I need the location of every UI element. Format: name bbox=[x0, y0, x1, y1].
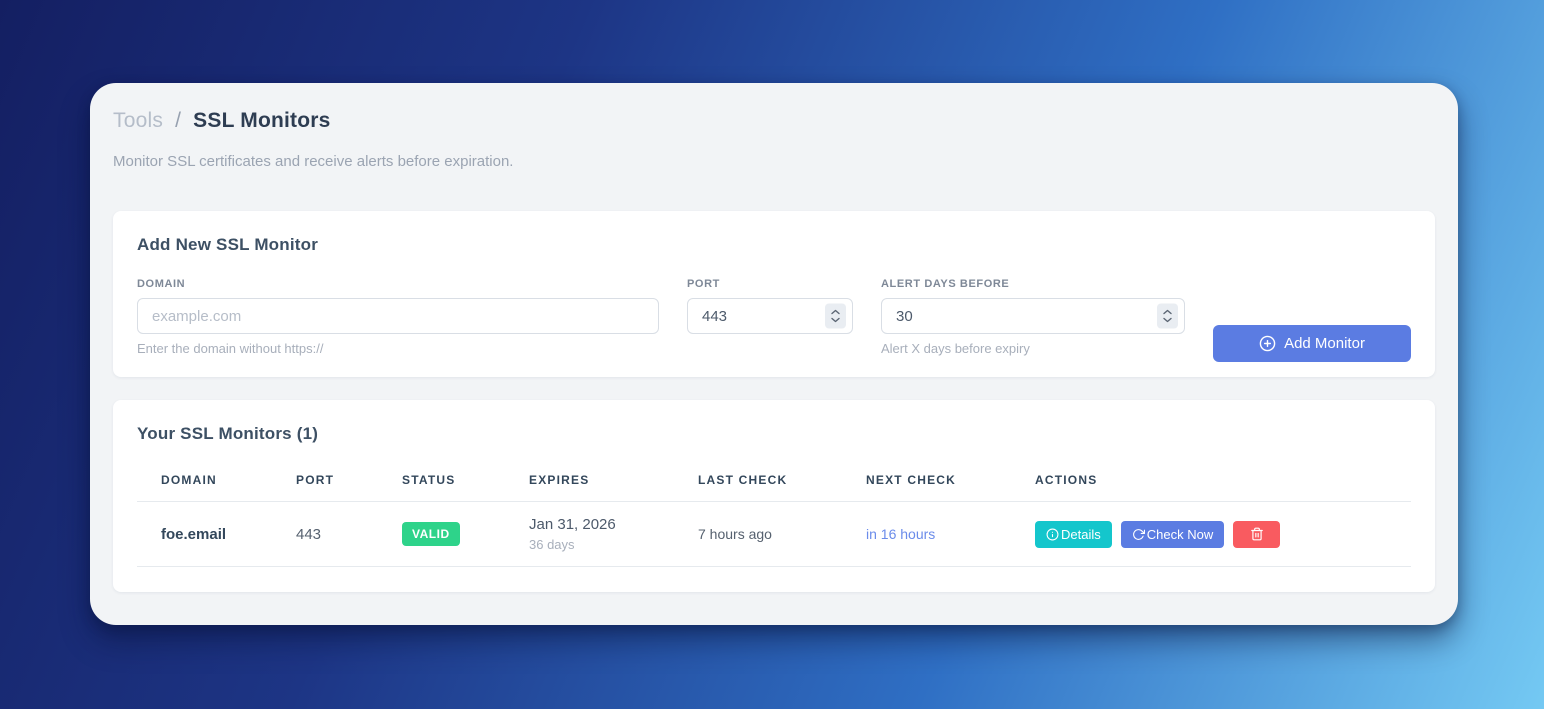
column-header-port: PORT bbox=[280, 465, 386, 502]
monitor-expires-cell: Jan 31, 2026 36 days bbox=[513, 501, 682, 567]
column-header-expires: EXPIRES bbox=[513, 465, 682, 502]
alert-days-label: ALERT DAYS BEFORE bbox=[881, 278, 1010, 290]
alert-days-number-stepper[interactable] bbox=[1157, 303, 1178, 329]
monitor-actions-cell: Details Check Now bbox=[1019, 501, 1411, 567]
port-number-stepper[interactable] bbox=[825, 303, 846, 329]
monitors-panel-title: Your SSL Monitors (1) bbox=[137, 424, 319, 443]
monitor-last-check-cell: 7 hours ago bbox=[682, 501, 850, 567]
monitor-next-check-cell: in 16 hours bbox=[850, 501, 1019, 567]
details-button-label: Details bbox=[1061, 526, 1101, 542]
breadcrumb-separator: / bbox=[175, 109, 182, 132]
add-monitor-panel-title: Add New SSL Monitor bbox=[137, 235, 319, 254]
column-header-status: STATUS bbox=[386, 465, 513, 502]
alert-days-helper-text: Alert X days before expiry bbox=[881, 341, 1030, 356]
monitors-table: DOMAIN PORT STATUS EXPIRES LAST CHECK NE… bbox=[137, 465, 1411, 567]
delete-monitor-button[interactable] bbox=[1233, 520, 1281, 548]
port-field-group: PORT bbox=[687, 278, 853, 334]
trash-icon bbox=[1250, 527, 1263, 541]
chevron-down-icon[interactable] bbox=[831, 317, 840, 323]
check-now-button[interactable]: Check Now bbox=[1120, 520, 1225, 548]
monitor-domain-cell: foe.email bbox=[137, 501, 280, 567]
add-monitor-button[interactable]: Add Monitor bbox=[1213, 325, 1411, 362]
chevron-down-icon[interactable] bbox=[1163, 317, 1172, 323]
monitors-panel: Your SSL Monitors (1) DOMAIN PORT STATUS… bbox=[113, 400, 1435, 592]
domain-label: DOMAIN bbox=[137, 278, 186, 290]
status-badge-valid: VALID bbox=[402, 522, 460, 546]
plus-circle-icon bbox=[1259, 335, 1276, 352]
column-header-last-check: LAST CHECK bbox=[682, 465, 850, 502]
breadcrumb-tools-link[interactable]: Tools bbox=[113, 109, 164, 132]
refresh-icon bbox=[1132, 528, 1145, 540]
table-header-row: DOMAIN PORT STATUS EXPIRES LAST CHECK NE… bbox=[137, 465, 1411, 502]
port-label: PORT bbox=[687, 278, 720, 290]
add-monitor-button-label: Add Monitor bbox=[1284, 335, 1365, 352]
breadcrumb: Tools / SSL Monitors bbox=[113, 109, 1435, 133]
expires-date: Jan 31, 2026 bbox=[529, 516, 616, 533]
main-card: Tools / SSL Monitors Monitor SSL certifi… bbox=[90, 83, 1458, 625]
page-subtitle: Monitor SSL certificates and receive ale… bbox=[113, 153, 514, 170]
details-button[interactable]: Details bbox=[1035, 520, 1112, 548]
add-monitor-form: DOMAIN Enter the domain without https://… bbox=[137, 278, 1411, 362]
chevron-up-icon[interactable] bbox=[831, 309, 840, 315]
monitor-port-cell: 443 bbox=[280, 501, 386, 567]
expires-days-remaining: 36 days bbox=[529, 537, 575, 552]
add-monitor-panel: Add New SSL Monitor DOMAIN Enter the dom… bbox=[113, 211, 1435, 377]
info-icon bbox=[1046, 528, 1059, 540]
column-header-next-check: NEXT CHECK bbox=[850, 465, 1019, 502]
page-title: SSL Monitors bbox=[193, 109, 331, 132]
domain-input[interactable] bbox=[137, 298, 659, 334]
column-header-domain: DOMAIN bbox=[137, 465, 280, 502]
alert-days-input[interactable] bbox=[881, 298, 1185, 334]
domain-helper-text: Enter the domain without https:// bbox=[137, 341, 324, 356]
chevron-up-icon[interactable] bbox=[1163, 309, 1172, 315]
alert-days-field-group: ALERT DAYS BEFORE Alert X days before ex… bbox=[881, 278, 1185, 356]
monitor-table-row: foe.email 443 VALID Jan 31, 2026 36 days… bbox=[137, 501, 1411, 567]
check-now-button-label: Check Now bbox=[1146, 526, 1214, 542]
domain-field-group: DOMAIN Enter the domain without https:// bbox=[137, 278, 659, 356]
column-header-actions: ACTIONS bbox=[1019, 465, 1411, 502]
monitor-status-cell: VALID bbox=[386, 501, 513, 567]
